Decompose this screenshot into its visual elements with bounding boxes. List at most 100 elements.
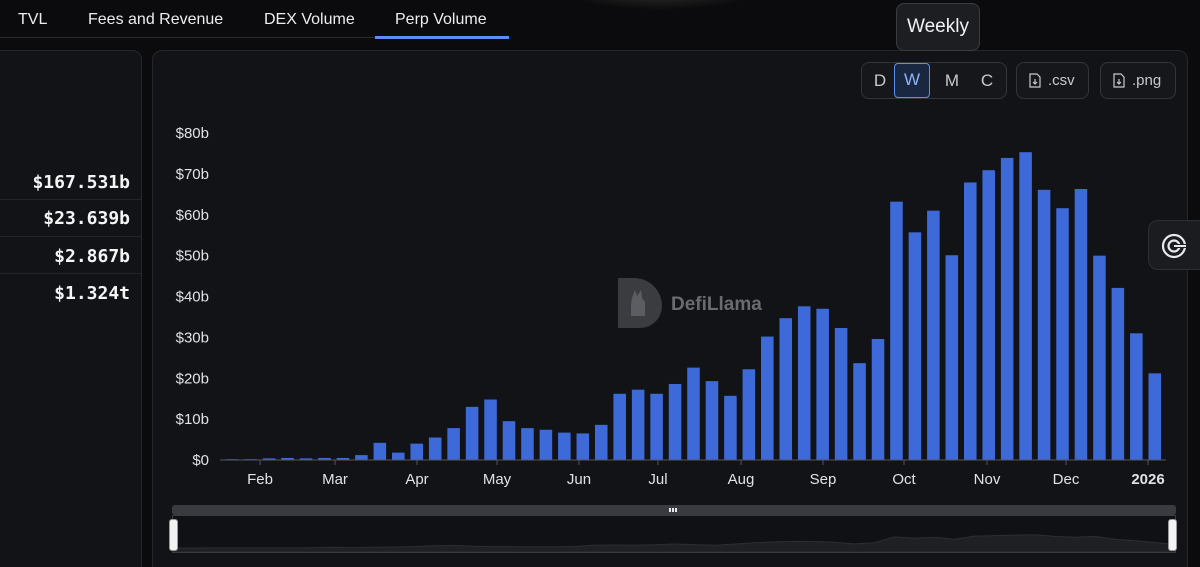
range-brush[interactable] xyxy=(169,505,1177,555)
bar[interactable] xyxy=(355,455,368,460)
x-tick-label: Jun xyxy=(567,471,591,488)
bar[interactable] xyxy=(484,399,497,461)
bar[interactable] xyxy=(373,442,387,460)
stat-divider xyxy=(0,273,141,274)
tab-dex-volume[interactable]: DEX Volume xyxy=(264,11,355,28)
bar[interactable] xyxy=(797,306,811,460)
bar[interactable] xyxy=(705,381,719,460)
bar[interactable] xyxy=(1093,255,1106,461)
granularity-selector: D W M C xyxy=(861,62,1007,99)
bar[interactable] xyxy=(834,327,848,460)
bar[interactable] xyxy=(576,433,590,460)
x-tick-label: Jul xyxy=(648,471,667,488)
bar[interactable] xyxy=(428,437,442,460)
tab-tvl[interactable]: TVL xyxy=(18,11,48,28)
file-download-icon xyxy=(1113,73,1125,88)
x-tick-label: Aug xyxy=(728,471,755,488)
bar[interactable] xyxy=(594,424,608,460)
bar[interactable] xyxy=(871,339,885,460)
y-tick-label: $60b xyxy=(176,207,209,224)
granularity-tooltip: Weekly xyxy=(896,3,980,51)
bar[interactable] xyxy=(724,395,737,460)
brush-bar[interactable] xyxy=(172,505,1176,515)
active-tab-indicator xyxy=(375,36,509,39)
bar[interactable] xyxy=(908,232,922,460)
bar[interactable] xyxy=(410,443,424,460)
bar[interactable] xyxy=(299,458,313,460)
bar[interactable] xyxy=(890,201,903,461)
tabs-divider xyxy=(0,37,510,38)
granularity-daily-button[interactable]: D xyxy=(873,71,887,90)
file-download-icon xyxy=(1029,73,1041,88)
tab-perp-volume[interactable]: Perp Volume xyxy=(395,11,487,28)
download-csv-button[interactable]: .csv xyxy=(1016,62,1089,99)
bars xyxy=(225,152,1162,461)
bar[interactable] xyxy=(963,182,977,460)
bar[interactable] xyxy=(539,429,553,460)
bar[interactable] xyxy=(927,210,940,460)
brush-left-handle[interactable] xyxy=(169,519,178,551)
stat-divider xyxy=(0,236,141,237)
bar[interactable] xyxy=(392,452,405,460)
download-csv-label: .csv xyxy=(1048,72,1075,89)
bar[interactable] xyxy=(982,170,995,460)
bar[interactable] xyxy=(318,457,331,460)
x-tick-label: Nov xyxy=(974,471,1001,488)
side-panel-toggle[interactable] xyxy=(1148,220,1200,270)
bar[interactable] xyxy=(1111,287,1125,460)
bar[interactable] xyxy=(613,393,626,460)
target-icon xyxy=(1161,233,1187,259)
x-tick-label: Dec xyxy=(1053,471,1080,488)
bar[interactable] xyxy=(1130,333,1143,460)
bar[interactable] xyxy=(742,369,756,460)
granularity-cumulative-button[interactable]: C xyxy=(980,71,994,90)
stat-value: $167.531b xyxy=(32,172,130,193)
bar[interactable] xyxy=(558,432,571,460)
bar[interactable] xyxy=(465,406,479,460)
bar[interactable] xyxy=(1037,189,1051,460)
bar[interactable] xyxy=(687,367,700,460)
stats-panel xyxy=(0,50,142,567)
bar[interactable] xyxy=(336,457,350,460)
bar[interactable] xyxy=(521,428,534,460)
y-tick-label: $30b xyxy=(176,329,209,346)
bar[interactable] xyxy=(1000,157,1014,460)
bar[interactable] xyxy=(447,428,460,460)
bar[interactable] xyxy=(816,308,829,460)
llama-logo-figure xyxy=(631,290,645,316)
y-tick-label: $40b xyxy=(176,289,209,306)
brush-sparkline xyxy=(172,534,1176,553)
y-axis: $0 $10b $20b $30b $40b $50b $60b $70b $80b xyxy=(176,125,209,469)
download-png-button[interactable]: .png xyxy=(1100,62,1176,99)
chart-panel xyxy=(152,50,1188,567)
bar[interactable] xyxy=(1019,152,1032,460)
y-tick-label: $10b xyxy=(176,411,209,428)
bar[interactable] xyxy=(1148,373,1162,460)
x-tick-label: 2026 xyxy=(1131,471,1164,488)
grip-icon xyxy=(669,508,677,512)
watermark-text: DefiLlama xyxy=(671,294,762,315)
bar[interactable] xyxy=(1074,189,1088,460)
x-tick-label: Mar xyxy=(322,471,348,488)
bar[interactable] xyxy=(631,389,645,460)
granularity-monthly-button[interactable]: M xyxy=(944,71,960,90)
bar[interactable] xyxy=(779,318,793,460)
bar[interactable] xyxy=(650,393,663,460)
stat-divider xyxy=(0,199,141,200)
bar[interactable] xyxy=(281,457,294,460)
bar[interactable] xyxy=(262,458,276,460)
brush-right-handle[interactable] xyxy=(1168,519,1177,551)
bar[interactable] xyxy=(502,421,516,460)
granularity-weekly-button[interactable]: W xyxy=(894,63,930,98)
brush-preview[interactable] xyxy=(172,515,1176,553)
stat-value: $1.324t xyxy=(54,283,130,304)
bar[interactable] xyxy=(668,383,682,460)
x-tick-label: Sep xyxy=(810,471,837,488)
bar[interactable] xyxy=(1056,208,1069,460)
tab-fees-and-revenue[interactable]: Fees and Revenue xyxy=(88,11,224,28)
bar[interactable] xyxy=(761,336,774,460)
bar[interactable] xyxy=(853,363,866,460)
bar[interactable] xyxy=(945,255,959,460)
download-png-label: .png xyxy=(1132,72,1162,89)
x-tick-label: Feb xyxy=(247,471,273,488)
